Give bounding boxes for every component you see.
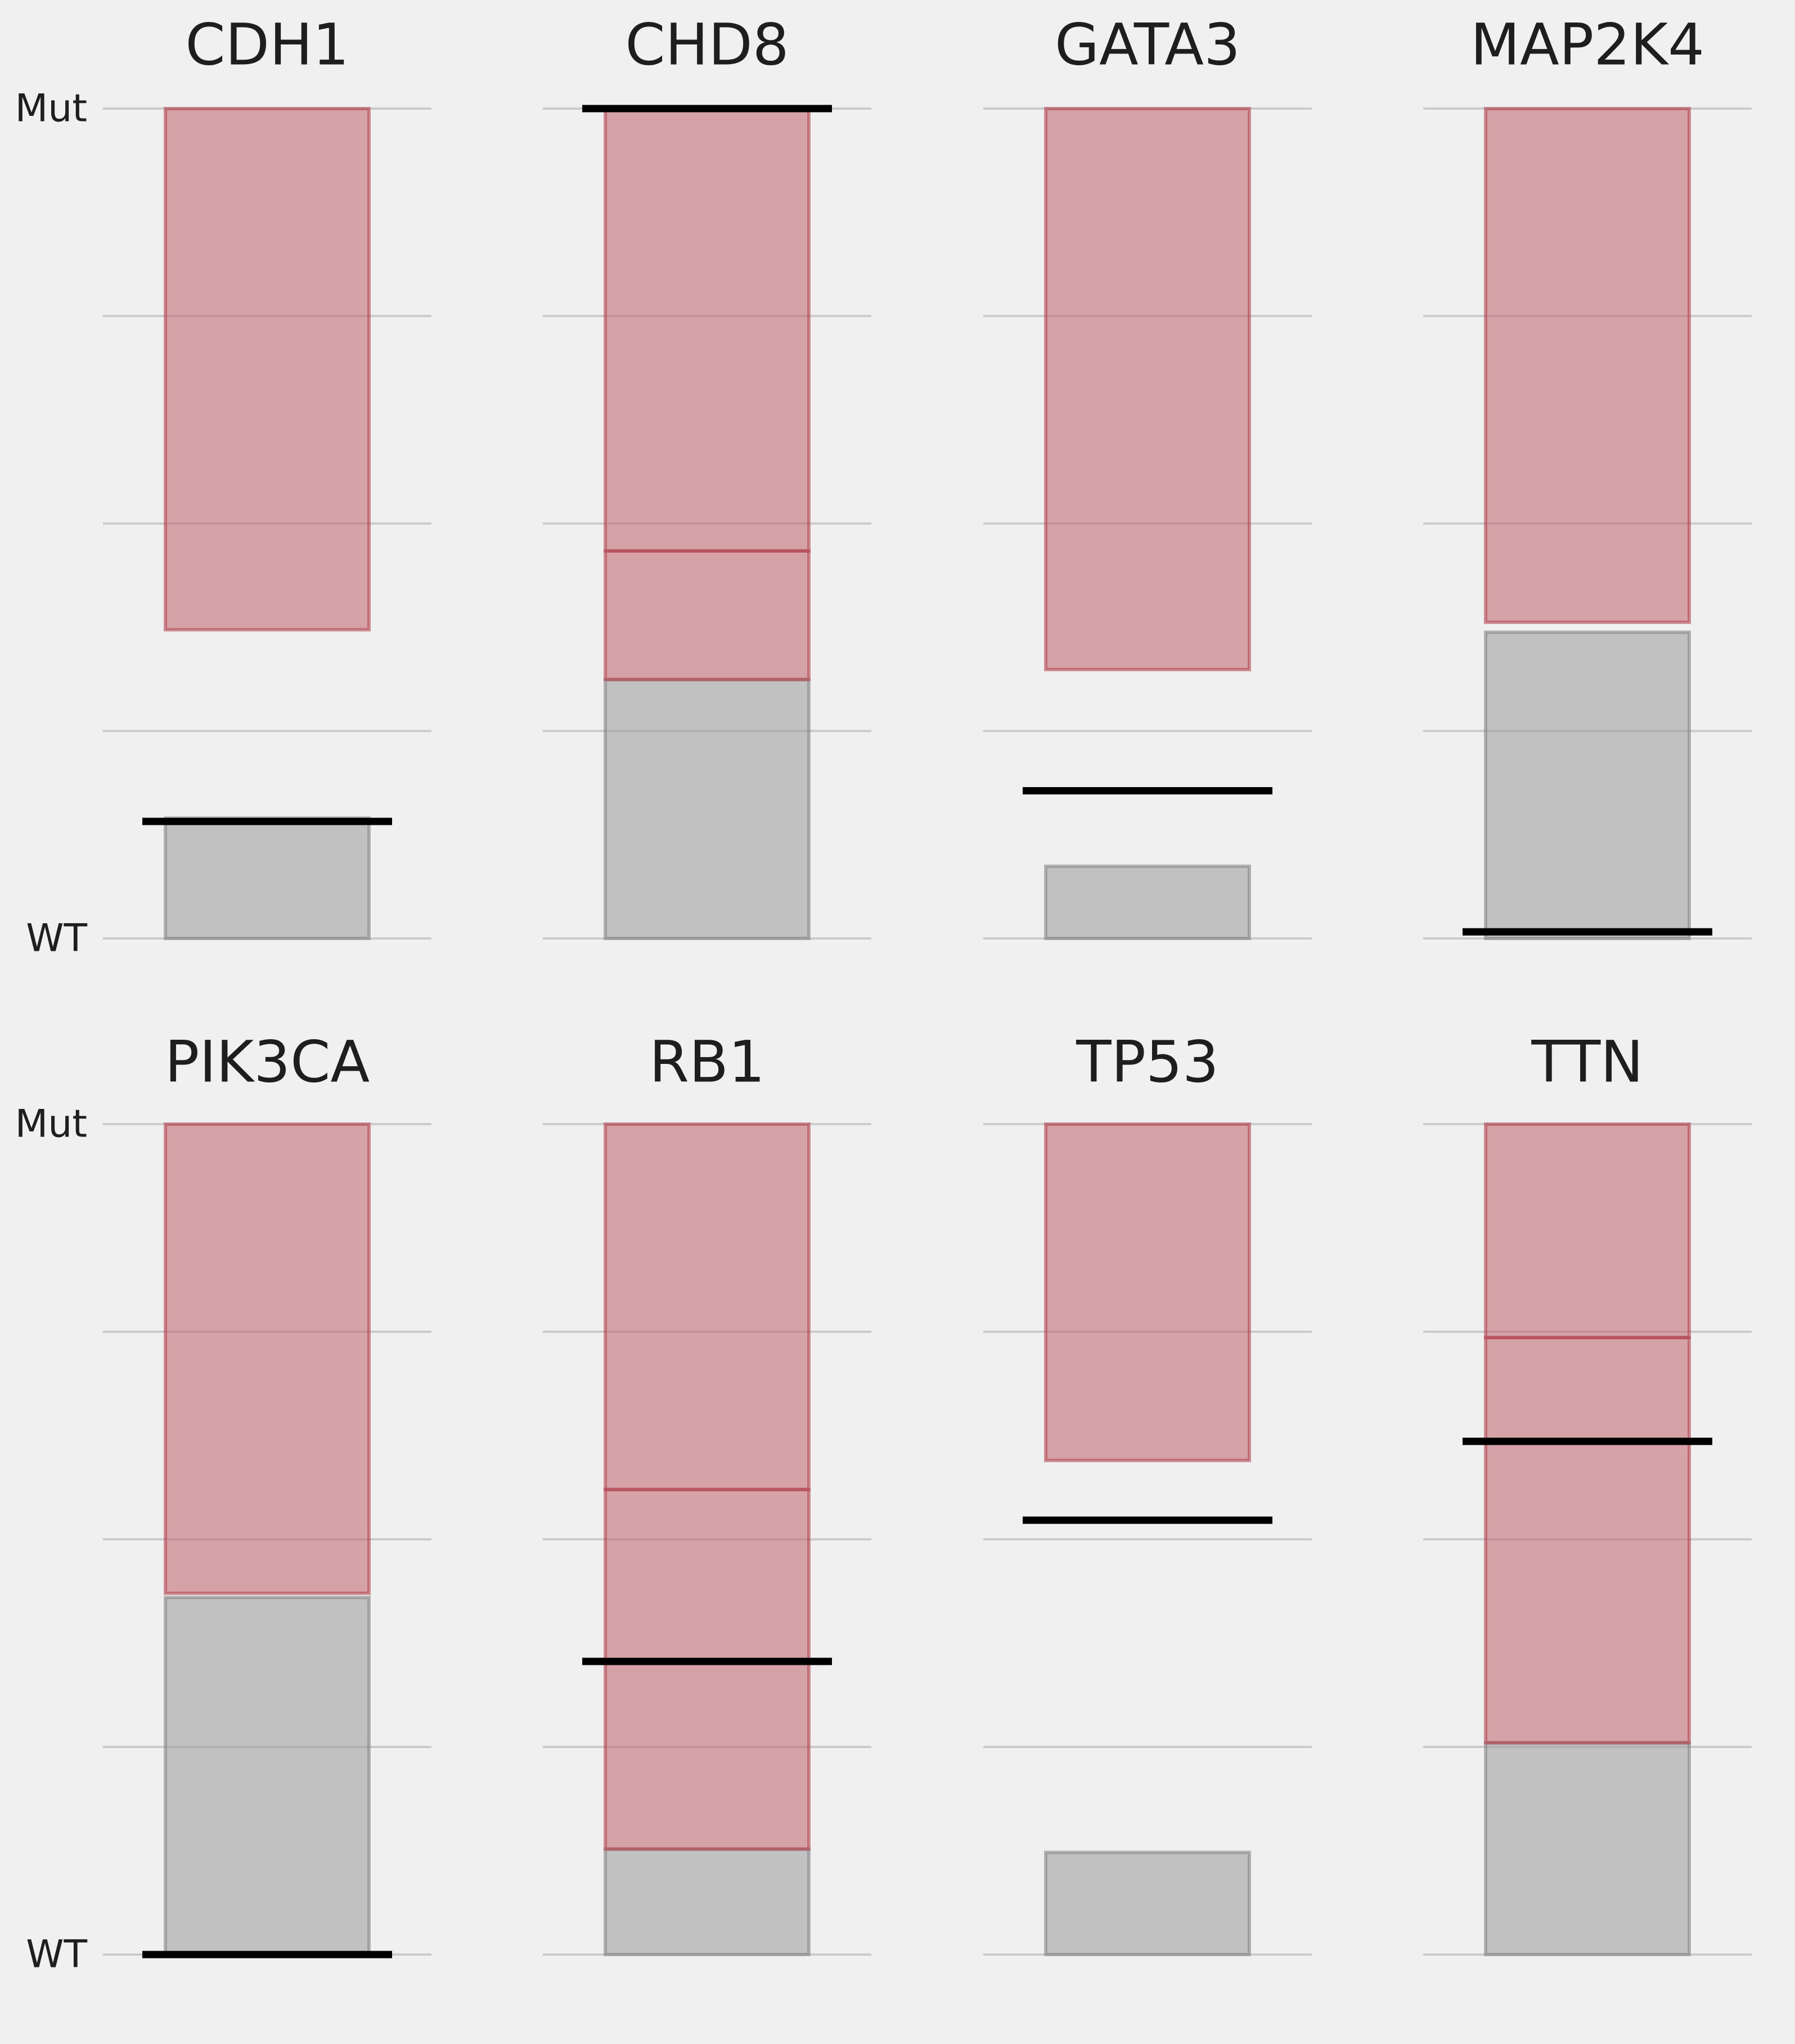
y-tick-label-mut: Mut	[15, 87, 87, 131]
y-tick-label-wt: WT	[26, 917, 87, 961]
mut-band	[1484, 1336, 1691, 1745]
wt-band	[1044, 1850, 1251, 1956]
panel-title: TTN	[1531, 1029, 1643, 1096]
panels: Mut WT Mut WT CDH1 CHD8 GATA3 MAP2K4 PIK3CA RB1 TP…	[15, 12, 1752, 1977]
panel-title: RB1	[649, 1029, 765, 1096]
wt-band	[164, 816, 371, 940]
wt-band	[164, 1596, 371, 1957]
panel-gata3: GATA3	[983, 12, 1312, 941]
mut-band-upper	[604, 1122, 811, 1492]
panel-title: PIK3CA	[165, 1029, 370, 1096]
panel-tp53: TP53	[983, 1029, 1312, 1956]
panel-pik3ca: PIK3CA	[103, 1029, 431, 1958]
panel-rb1: RB1	[543, 1029, 871, 1957]
panel-title: GATA3	[1055, 12, 1240, 79]
panel-title: MAP2K4	[1470, 12, 1704, 79]
panel-title: CHD8	[625, 12, 789, 79]
panel-title: CDH1	[185, 12, 349, 79]
mut-band-upper	[604, 107, 811, 553]
mut-band	[1044, 1122, 1251, 1462]
wt-band	[1484, 630, 1691, 940]
mut-band	[1484, 107, 1691, 625]
panel-ttn: TTN	[1423, 1029, 1752, 1957]
mut-band	[604, 1488, 811, 1851]
wt-band	[604, 677, 811, 941]
panel-map2k4: MAP2K4	[1423, 12, 1752, 940]
y-tick-label-wt: WT	[26, 1933, 87, 1977]
panel-cdh1: CDH1	[103, 12, 431, 940]
mut-band	[604, 549, 811, 681]
mut-band	[164, 107, 371, 632]
wt-band	[604, 1847, 811, 1957]
mut-band	[164, 1122, 371, 1595]
mut-band	[1044, 107, 1251, 672]
mut-band-upper	[1484, 1122, 1691, 1340]
panel-chd8: CHD8	[543, 12, 871, 941]
wt-band	[1484, 1741, 1691, 1957]
y-tick-label-mut: Mut	[15, 1102, 87, 1147]
wt-band	[1044, 864, 1251, 941]
panel-title: TP53	[1076, 1029, 1219, 1096]
